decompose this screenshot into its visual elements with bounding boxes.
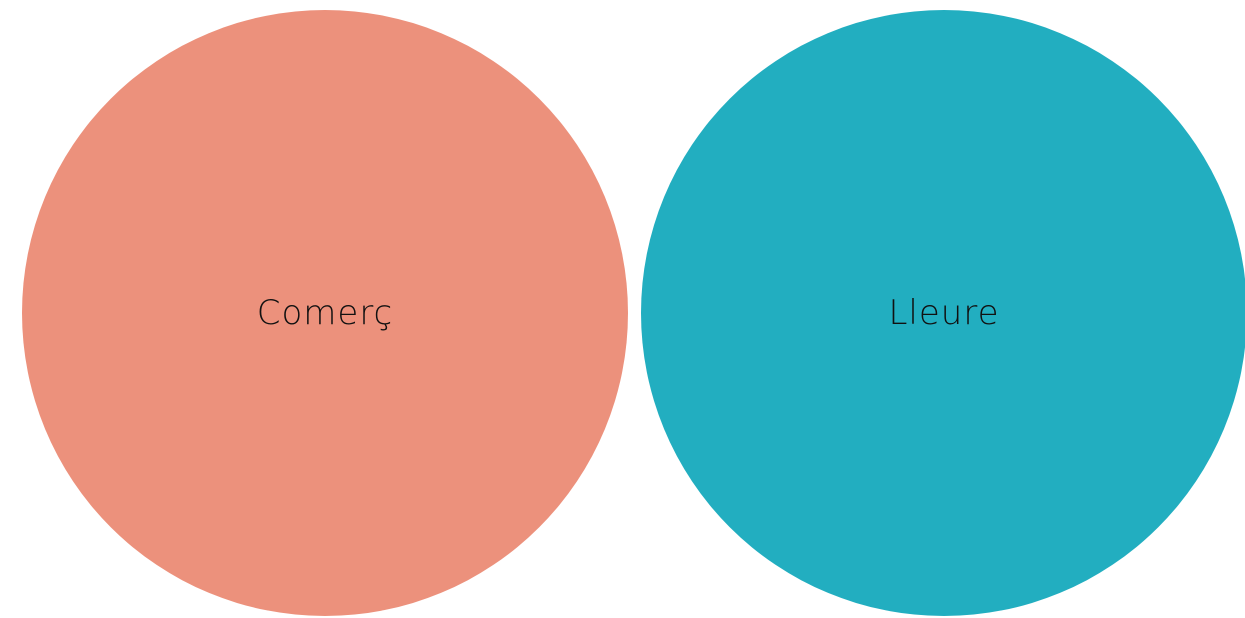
category-button[interactable]: Comerç (22, 10, 628, 616)
button-label: Lleure (888, 293, 1000, 333)
category-button[interactable]: Lleure (641, 10, 1245, 616)
button-label: Comerç (256, 293, 394, 333)
